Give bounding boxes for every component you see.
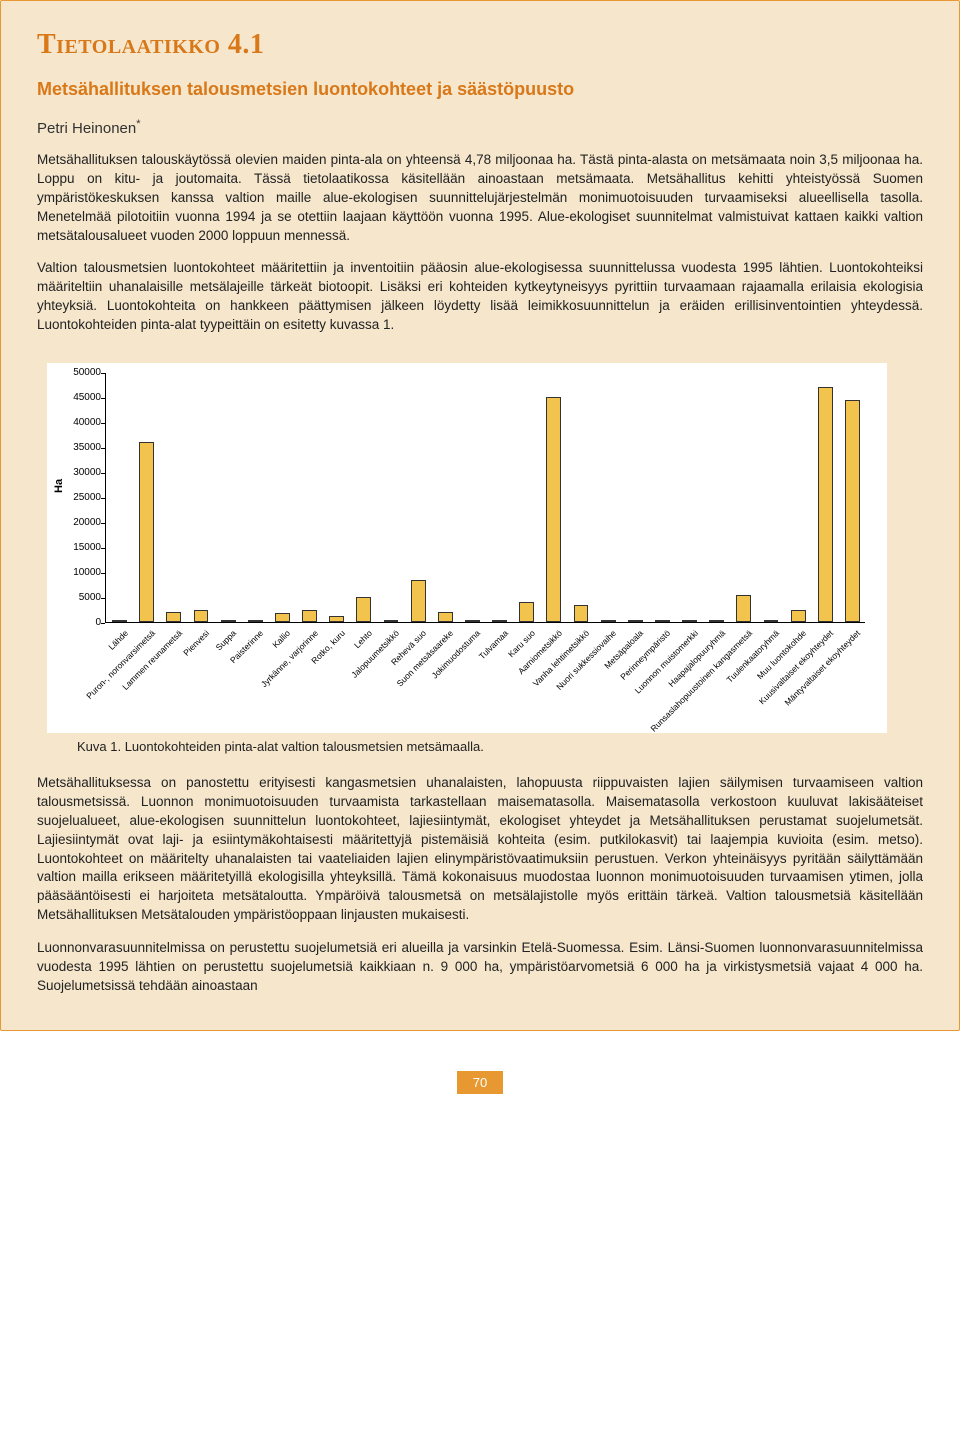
bar xyxy=(682,620,697,622)
bar xyxy=(519,602,534,622)
bar xyxy=(356,597,371,622)
y-axis-label: Ha xyxy=(53,479,65,493)
bar xyxy=(139,442,154,622)
box-title: Tietolaatikko 4.1 xyxy=(37,29,923,61)
y-tick-label: 35000 xyxy=(65,442,101,453)
y-tick-label: 40000 xyxy=(65,417,101,428)
y-tick-mark xyxy=(101,448,105,449)
paragraph-4: Luonnonvarasuunnitelmissa on perustettu … xyxy=(37,939,923,996)
y-tick-mark xyxy=(101,548,105,549)
y-tick-label: 20000 xyxy=(65,517,101,528)
y-tick-mark xyxy=(101,398,105,399)
author-line: Petri Heinonen* xyxy=(37,118,923,137)
y-tick-mark xyxy=(101,373,105,374)
y-tick-label: 50000 xyxy=(65,367,101,378)
page-number: 70 xyxy=(457,1071,503,1094)
bar xyxy=(221,620,236,622)
bar xyxy=(194,610,209,623)
bar xyxy=(492,620,507,622)
plot-area xyxy=(105,373,865,623)
bar-chart: Ha 0 5000 10000 15000 20000 25000 30000 35000 40… xyxy=(47,363,887,733)
y-tick-mark xyxy=(101,598,105,599)
box-subtitle: Metsähallituksen talousmetsien luontokoh… xyxy=(37,79,923,100)
bar xyxy=(465,620,480,622)
paragraph-1: Metsähallituksen talouskäytössä olevien … xyxy=(37,151,923,245)
author-name: Petri Heinonen xyxy=(37,120,136,137)
info-box: Tietolaatikko 4.1 Metsähallituksen talou… xyxy=(0,0,960,1031)
bar xyxy=(384,620,399,622)
bar xyxy=(248,620,263,622)
bar xyxy=(709,620,724,622)
y-tick-mark xyxy=(101,498,105,499)
bar xyxy=(736,595,751,623)
bar xyxy=(764,620,779,622)
x-tick-label: Mäntyvaltaiset ekoyhteydet xyxy=(756,628,862,734)
bar xyxy=(411,580,426,623)
bar xyxy=(546,397,561,622)
bar xyxy=(302,610,317,623)
bar xyxy=(438,612,453,622)
page-number-wrap: 70 xyxy=(0,1071,960,1094)
y-tick-mark xyxy=(101,573,105,574)
y-tick-label: 30000 xyxy=(65,467,101,478)
bar xyxy=(628,620,643,622)
bar xyxy=(601,620,616,622)
bar xyxy=(655,620,670,622)
bar xyxy=(112,620,127,623)
y-tick-mark xyxy=(101,523,105,524)
y-tick-label: 5000 xyxy=(65,592,101,603)
bar xyxy=(845,400,860,623)
y-tick-label: 15000 xyxy=(65,542,101,553)
y-tick-label: 10000 xyxy=(65,567,101,578)
author-mark: * xyxy=(136,118,140,130)
y-tick-mark xyxy=(101,473,105,474)
y-tick-label: 45000 xyxy=(65,392,101,403)
bar xyxy=(791,610,806,623)
chart-container: Ha 0 5000 10000 15000 20000 25000 30000 35000 40… xyxy=(37,363,923,754)
figure-caption: Kuva 1. Luontokohteiden pinta-alat valti… xyxy=(77,739,923,754)
paragraph-2: Valtion talousmetsien luontokohteet määr… xyxy=(37,259,923,335)
bar xyxy=(329,616,344,622)
y-tick-label: 25000 xyxy=(65,492,101,503)
y-tick-mark xyxy=(101,623,105,624)
bar xyxy=(818,387,833,622)
y-tick-label: 0 xyxy=(65,617,101,628)
y-tick-mark xyxy=(101,423,105,424)
bar xyxy=(275,613,290,622)
bar xyxy=(166,612,181,622)
paragraph-3: Metsähallituksessa on panostettu erityis… xyxy=(37,774,923,925)
bar xyxy=(574,605,589,623)
